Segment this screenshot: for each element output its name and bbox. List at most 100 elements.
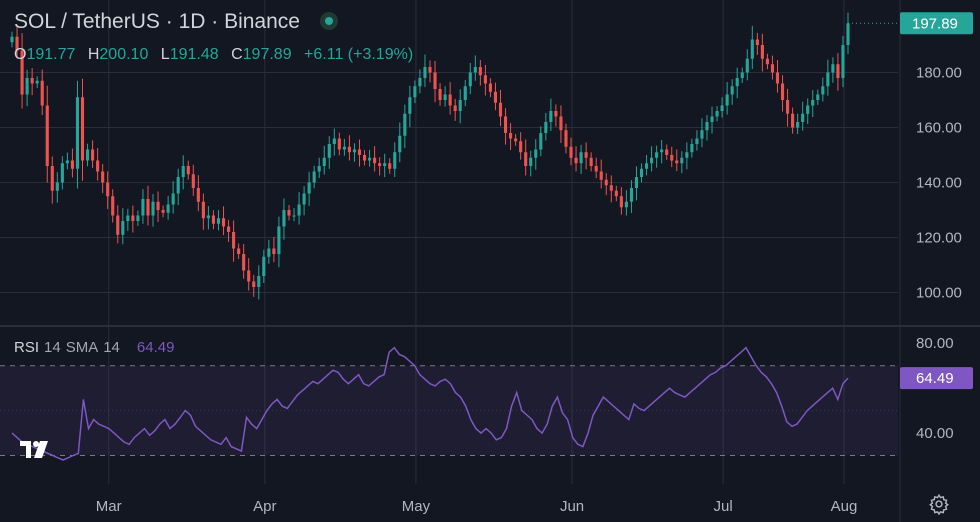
candle [373,146,377,172]
candle [458,89,462,124]
candle [342,138,346,156]
candle [498,89,503,126]
candle [644,155,649,176]
candle [297,192,301,225]
symbol-title: SOL / TetherUS · 1D · Binance [14,10,300,33]
candle [196,175,200,212]
candle [111,189,115,223]
candle [96,148,100,181]
candle [352,143,357,162]
rsi-line-group [11,346,849,461]
candle [639,163,644,183]
candle [554,104,558,127]
candle [262,249,266,284]
candle [473,55,477,81]
price-axis: 100.00 120.00 140.00 160.00 180.00 197.89 80.0… [848,12,973,442]
candle [327,136,331,169]
candle [206,206,210,230]
change-value: +6.11 (+3.19%) [304,46,414,63]
candle [322,145,326,175]
candle [453,98,457,121]
candle [106,171,110,210]
rsi-legend[interactable]: RSI 14 SMA 14 64.49 [14,339,174,356]
rsi-length: 14 [44,339,61,356]
rsi-band-group [0,365,898,457]
candle [383,153,387,178]
candle [579,144,583,174]
candle [745,49,749,81]
open-key: O [14,46,27,63]
candle [821,77,825,102]
candle [242,244,246,279]
candle [680,151,684,174]
candle [750,25,754,70]
candle [161,205,165,218]
candle [101,164,105,194]
candle [730,79,734,105]
candle [221,206,226,236]
candle [624,190,628,216]
candle [131,205,135,233]
candle [685,142,689,170]
market-status-icon[interactable] [319,12,338,30]
close-key: C [231,46,243,63]
candle [40,69,44,115]
candle [393,142,397,177]
candle [226,219,231,242]
candle [15,27,19,59]
low-value: 191.48 [169,46,219,63]
candle [232,220,236,262]
candle [801,101,805,131]
candle [75,80,80,189]
candle [544,112,548,141]
price-tick-label: 120.00 [916,230,962,247]
candle [836,53,840,91]
candle [20,33,24,109]
candle [614,185,618,202]
candle [317,157,321,179]
time-tick-label: Mar [96,498,122,515]
candle [816,89,820,105]
candle [433,60,437,103]
candle [408,85,412,127]
candle [760,33,764,72]
candle [740,67,744,83]
high-key: H [87,46,100,63]
candle [463,80,467,107]
candle [806,98,810,125]
candle [151,193,155,227]
candle [257,265,261,300]
candle [277,216,281,268]
rsi-value-badge [900,367,973,390]
candle [378,157,382,176]
candle [10,31,14,48]
low-key: L [160,46,170,63]
candle [247,258,251,291]
candle [524,139,528,176]
candle [775,60,780,93]
candle [660,140,664,164]
candle [70,148,74,178]
candle [584,142,588,170]
candle [181,155,185,190]
price-tick-label: 140.00 [916,175,962,192]
candle [30,68,34,96]
price-tick-label: 160.00 [916,120,962,137]
candle [831,57,835,83]
candle [448,82,452,115]
candle [826,59,830,96]
candle [428,60,432,83]
candle [403,104,407,149]
candle [589,152,593,172]
time-tick-label: Apr [253,498,276,515]
candle [705,114,709,141]
candle [529,150,533,177]
candle [186,160,190,180]
gear-icon[interactable] [928,493,950,515]
candles [10,12,850,300]
candle [438,83,442,106]
candle [191,164,195,196]
tradingview-logo[interactable] [18,438,54,460]
candle [770,55,775,80]
